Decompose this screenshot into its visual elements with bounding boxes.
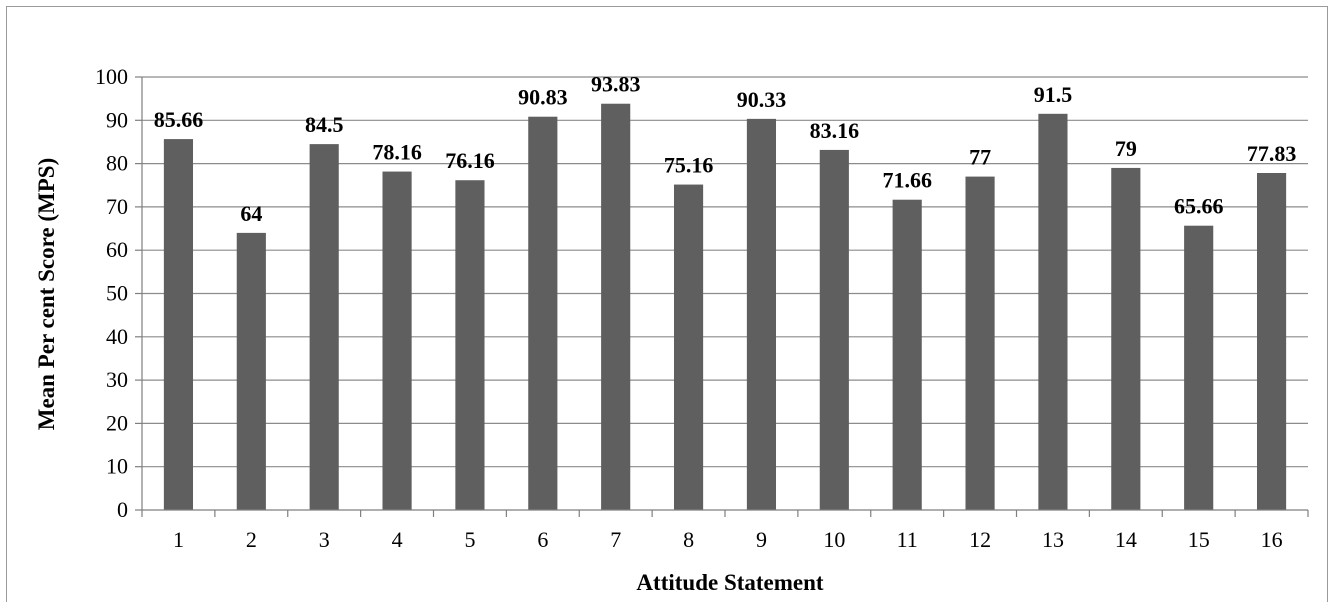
data-label: 65.66 [1174,194,1224,219]
bar-6 [528,116,558,510]
x-tick-label: 4 [392,527,403,552]
data-label: 71.66 [882,168,932,193]
y-tick-label: 70 [106,194,128,219]
data-label: 85.66 [154,107,204,132]
bar-12 [965,176,995,510]
data-label: 77 [969,145,991,170]
x-axis-title: Attitude Statement [636,570,823,595]
y-tick-label: 0 [117,497,128,522]
data-label: 64 [240,201,262,226]
x-tick-label: 5 [464,527,475,552]
data-label: 90.83 [518,85,568,110]
bar-13 [1038,113,1068,511]
bar-7 [601,103,631,511]
bar-15 [1184,225,1214,510]
x-tick-label: 11 [897,527,918,552]
y-axis-title: Mean Per cent Score (MPS) [34,158,59,431]
bar-8 [673,184,704,511]
data-label: 79 [1115,136,1137,161]
data-label: 83.16 [810,118,860,143]
x-tick-label: 9 [756,527,767,552]
bar-1 [163,139,194,510]
x-tick-label: 15 [1188,527,1210,552]
bar-5 [455,180,485,510]
data-label: 91.5 [1034,82,1073,107]
chart-frame [6,6,1328,602]
bars [163,103,1287,511]
x-tick-label: 12 [969,527,991,552]
y-tick-label: 30 [106,367,128,392]
y-tick-label: 20 [106,410,128,435]
x-tick-label: 8 [683,527,694,552]
x-tick-label: 14 [1115,527,1137,552]
data-label: 84.5 [305,112,344,137]
data-labels: 85.66 64 84.5 78.16 76.16 90.83 93.83 75.16 90.3… [154,72,1297,226]
data-label: 75.16 [664,153,714,178]
y-tick-label: 80 [106,151,128,176]
data-label: 93.83 [591,72,641,97]
data-label: 90.33 [737,87,787,112]
x-tick-label: 7 [610,527,621,552]
x-tick-label: 2 [246,527,257,552]
data-label: 77.83 [1247,141,1297,166]
x-tick-label: 6 [537,527,548,552]
bar-10 [819,149,849,510]
data-label: 78.16 [372,140,422,165]
x-tick-label: 13 [1042,527,1064,552]
bar-9 [746,118,777,511]
bar-3 [309,144,339,511]
bar-14 [1111,167,1141,510]
y-tick-label: 10 [106,454,128,479]
y-tick-label: 90 [106,107,128,132]
data-label: 76.16 [445,148,495,173]
x-tick-label: 10 [823,527,845,552]
y-tick-label: 100 [95,64,128,89]
x-tick-label: 16 [1261,527,1283,552]
y-tick-label: 50 [106,281,128,306]
y-tick-label: 40 [106,324,128,349]
bar-16 [1256,172,1287,510]
x-tick-label: 3 [319,527,330,552]
bar-11 [892,199,922,510]
y-tick-label: 60 [106,237,128,262]
bar-4 [382,171,412,510]
x-tick-label: 1 [173,527,184,552]
bar-2 [236,232,266,510]
